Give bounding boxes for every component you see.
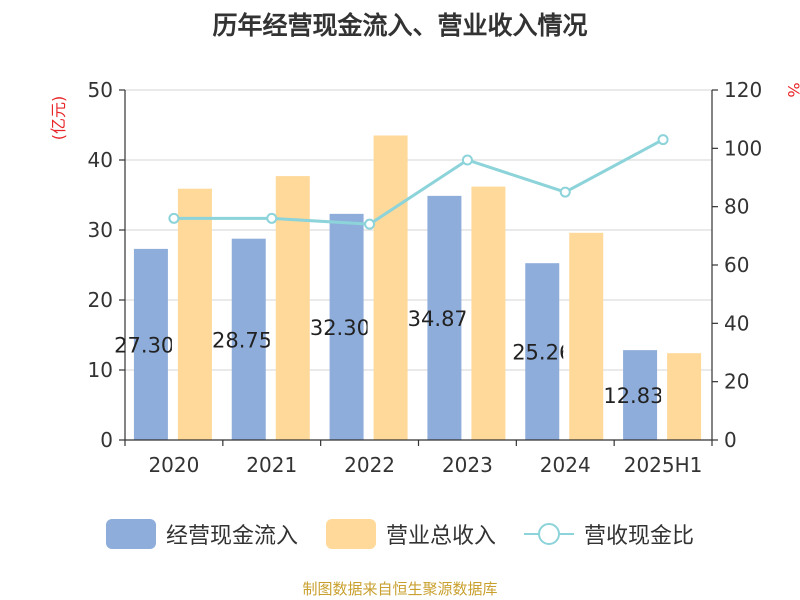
left-tick-label: 10	[88, 358, 113, 382]
legend-swatch-cash-inflow	[105, 519, 156, 549]
right-tick-label: 20	[724, 370, 749, 394]
right-tick-label: 120	[724, 78, 762, 102]
x-tick-label: 2025H1	[624, 453, 703, 477]
legend-label-cash-inflow: 经营现金流入	[165, 524, 298, 549]
ratio-point	[461, 154, 473, 166]
bar-cash-inflow	[623, 350, 658, 440]
left-tick-label: 30	[88, 218, 113, 242]
bar-revenue	[177, 188, 212, 440]
ratio-point	[559, 186, 571, 198]
right-tick-label: 80	[724, 195, 749, 219]
legend-item-revenue[interactable]: 营业总收入	[325, 518, 496, 550]
x-tick-label: 2021	[246, 453, 297, 477]
cash-inflow-bars	[133, 195, 658, 440]
ratio-line-path	[173, 138, 664, 226]
left-tick-label: 40	[88, 148, 113, 172]
bar-revenue	[569, 232, 604, 440]
bar-cash-inflow	[231, 238, 266, 440]
legend: 经营现金流入 营业总收入 营收现金比	[0, 518, 800, 550]
data-label-cash-inflow: 28.758	[212, 328, 285, 352]
right-tick-label: 40	[724, 311, 749, 335]
right-tick-label: 100	[724, 136, 762, 160]
bar-cash-inflow	[525, 263, 560, 440]
bar-revenue	[373, 135, 408, 440]
x-tick-label: 2022	[344, 453, 395, 477]
ratio-point	[266, 212, 278, 224]
legend-swatch-ratio	[524, 519, 574, 549]
data-label-cash-inflow: 12.836	[603, 384, 676, 408]
ratio-point	[364, 218, 376, 230]
data-label-cash-inflow: 25.26	[512, 341, 572, 365]
bar-cash-inflow	[133, 248, 168, 440]
right-tick-label: 60	[724, 253, 749, 277]
x-tick-label: 2020	[148, 453, 199, 477]
ratio-point	[168, 212, 180, 224]
left-tick-label: 20	[88, 288, 113, 312]
x-tick-label: 2023	[442, 453, 493, 477]
ratio-line	[168, 134, 669, 230]
left-tick-label: 50	[88, 78, 113, 102]
legend-item-cash-inflow[interactable]: 经营现金流入	[105, 518, 298, 550]
legend-label-ratio: 营收现金比	[584, 524, 695, 549]
legend-swatch-revenue	[325, 519, 376, 549]
bar-revenue	[471, 186, 506, 440]
bar-cash-inflow	[427, 195, 462, 440]
bar-revenue	[667, 353, 702, 440]
left-axis-unit: (亿元)	[49, 96, 68, 141]
source-footer: 制图数据来自恒生聚源数据库	[302, 580, 498, 598]
right-axis-unit: %	[784, 82, 800, 97]
ratio-point	[657, 134, 669, 146]
legend-item-ratio[interactable]: 营收现金比	[524, 518, 694, 550]
x-tick-label: 2024	[540, 453, 591, 477]
right-tick-label: 0	[724, 428, 737, 452]
left-tick-label: 0	[100, 428, 113, 452]
data-label-cash-inflow: 27.302	[114, 333, 187, 357]
data-label-cash-inflow: 32.307	[310, 316, 383, 340]
legend-label-revenue: 营业总收入	[385, 524, 496, 549]
chart-title: 历年经营现金流入、营业收入情况	[212, 11, 588, 40]
data-labels: 27.302 28.758 32.307 34.877 25.26 12.836	[114, 307, 676, 408]
grid-lines	[125, 89, 712, 371]
bar-revenue	[275, 176, 310, 440]
data-label-cash-inflow: 34.877	[408, 307, 481, 331]
axes: 0 10 20 30 40 50 0 20 40 60 80 100 120 2020 2021 2022 20…	[49, 78, 800, 477]
bar-cash-inflow	[329, 213, 364, 440]
